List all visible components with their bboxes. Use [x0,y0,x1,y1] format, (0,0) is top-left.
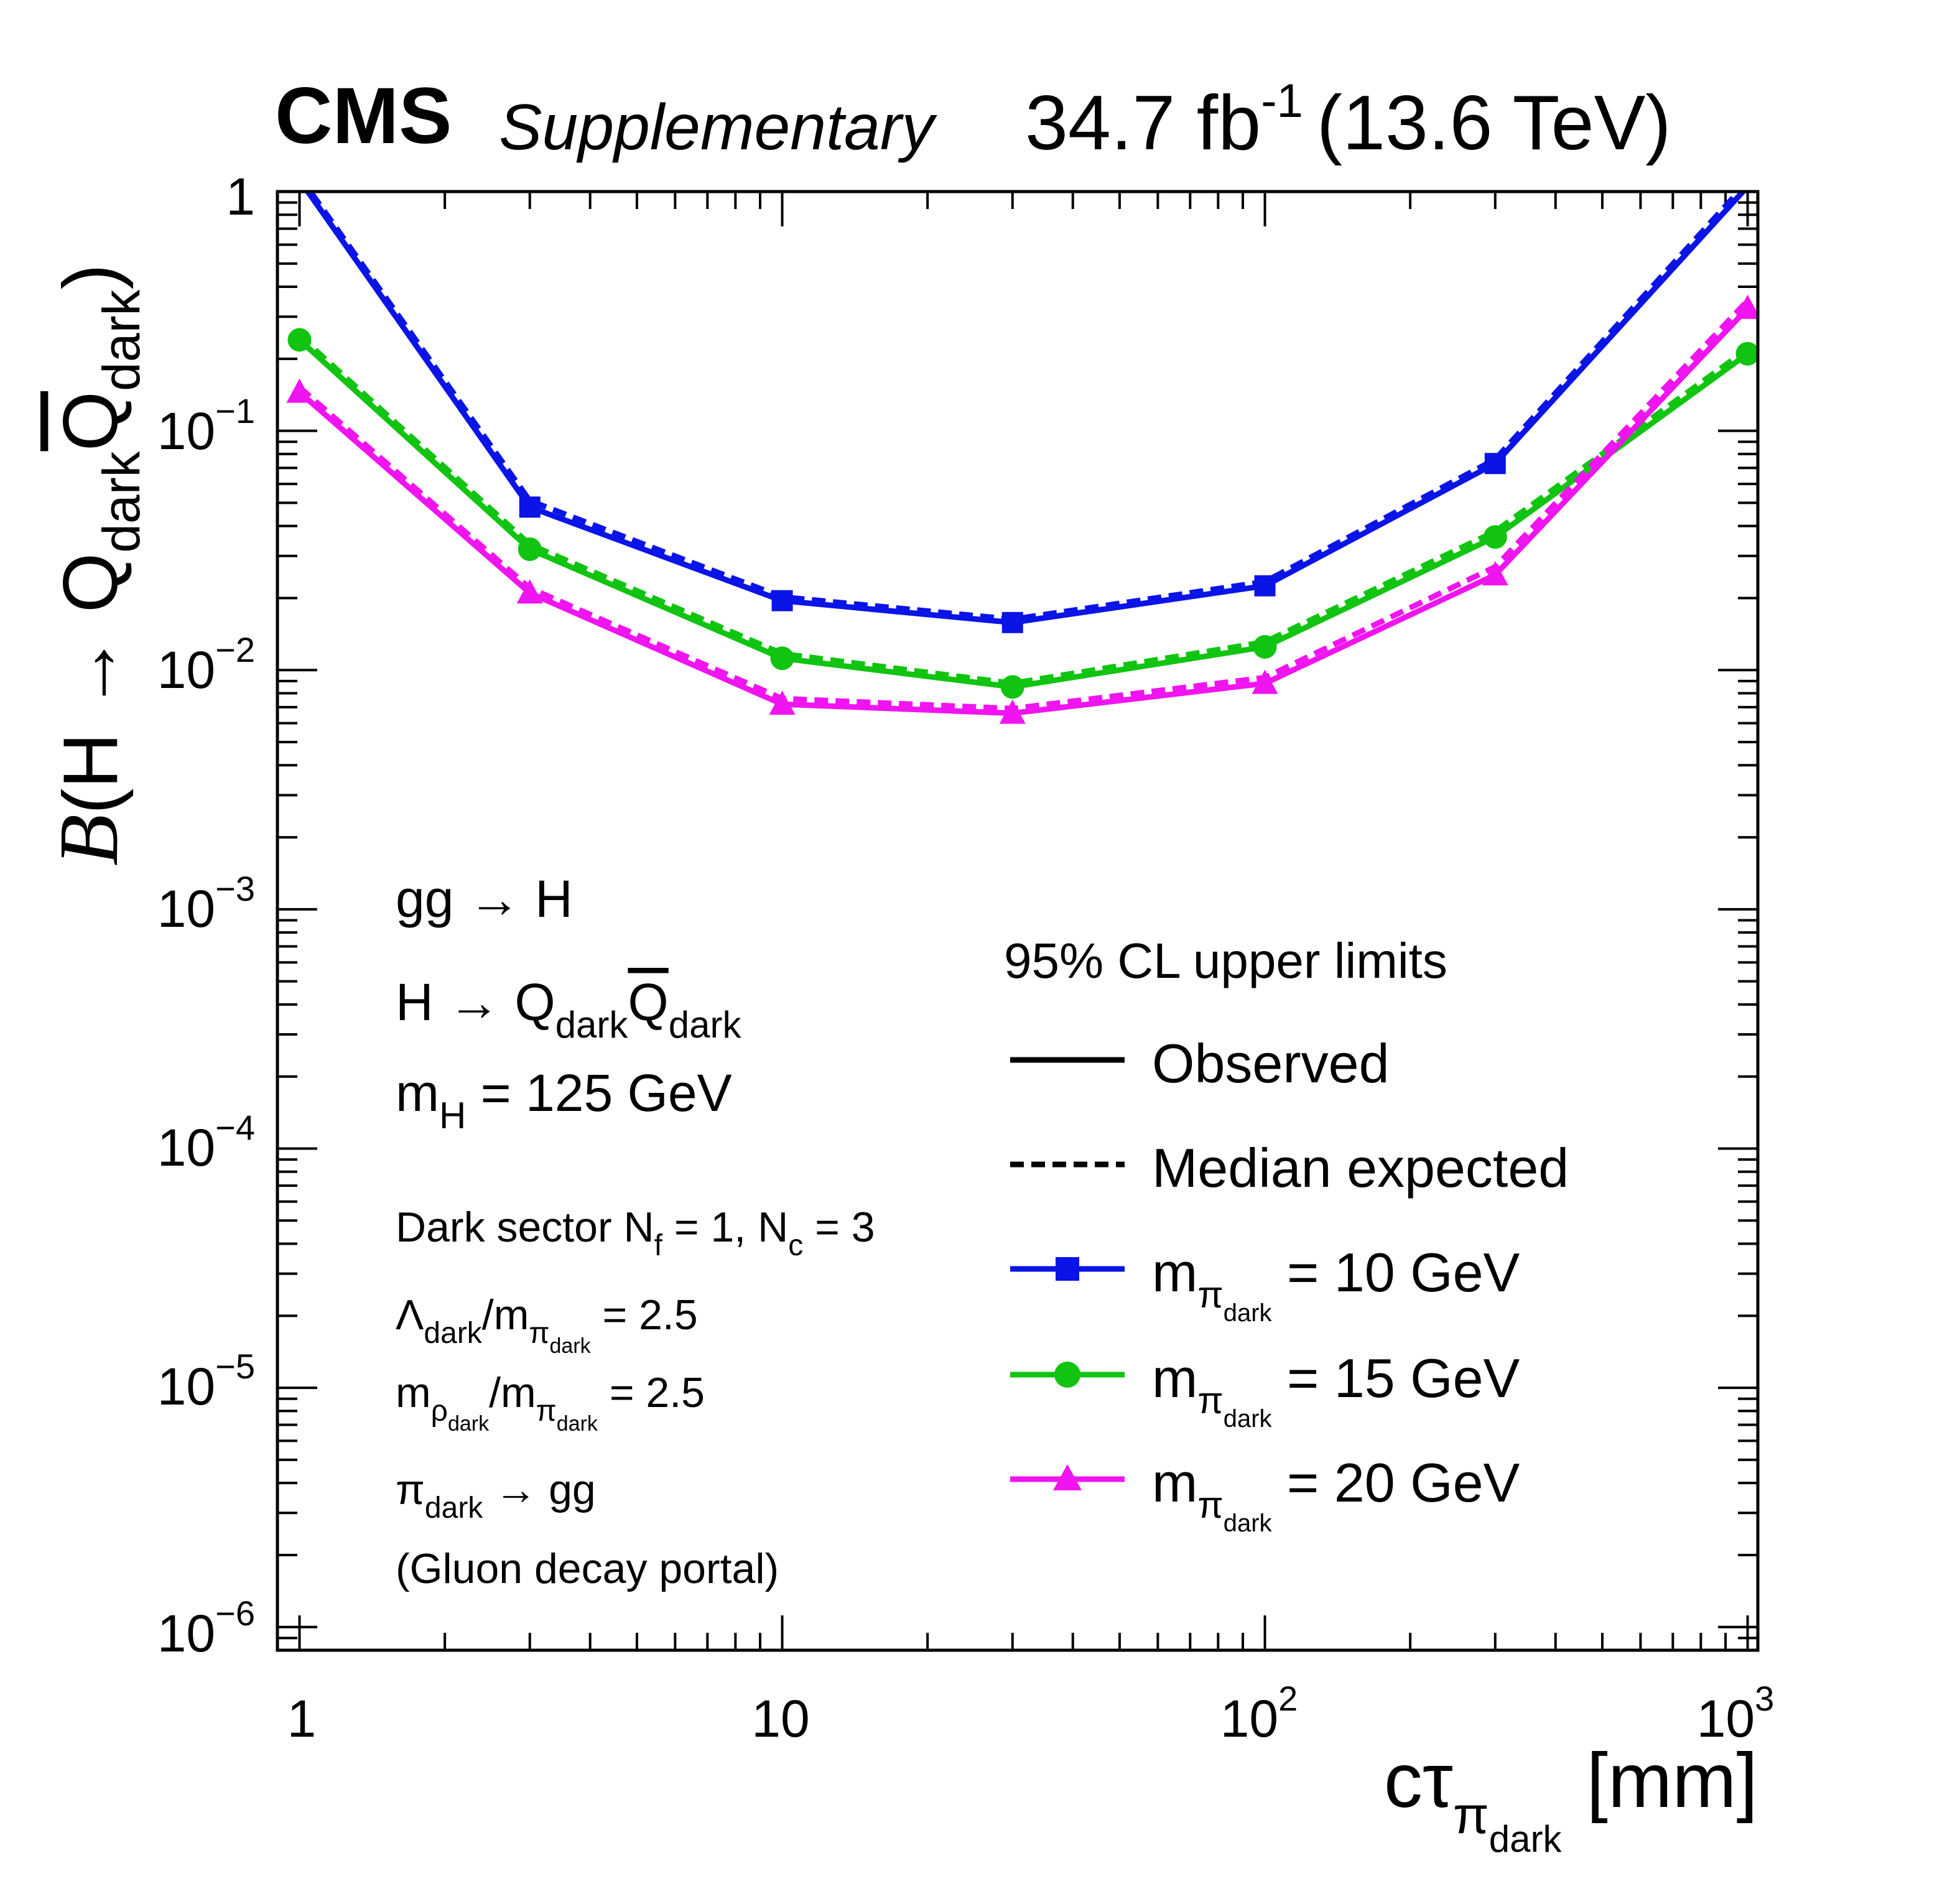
legend-expected-label: Median expected [1152,1137,1569,1199]
lumi-value: 34.7 fb [1025,80,1261,166]
observed-line-0 [304,192,1747,626]
series-2 [286,294,1758,724]
process-line-1: gg → H [396,870,573,928]
y-tick-label-4: 10−4 [157,1108,255,1177]
x-tick-label-10: 10 [751,1689,809,1748]
expected-line-0 [307,192,1743,623]
y-tick-label-0: 1 [226,167,255,226]
y-tick-label-2: 10−2 [157,630,255,699]
observed-point [287,328,312,352]
legend-m10-label: mπdark = 10 GeV [1152,1242,1520,1327]
decay-line: πdark → gg [396,1466,596,1525]
observed-point [1000,675,1024,699]
observed-point [999,699,1026,724]
process-line-3: mH = 125 GeV [396,1064,732,1136]
observed-point [1483,525,1507,549]
series-0 [304,192,1747,633]
series-1 [287,328,1758,699]
x-tick-labels: 1 10 102 103 [287,1679,1775,1748]
series-layer [286,192,1758,724]
axis-ticks [277,190,1758,1651]
observed-point [518,537,542,561]
observed-point [1482,561,1508,586]
y-tick-labels: 1 10−1 10−2 10−3 10−4 10−5 10−6 [157,167,255,1663]
process-info: gg → H H → QdarkQdark mH = 125 GeV Dark … [396,870,875,1592]
observed-point [769,690,796,715]
y-tick-label-6: 10−6 [157,1594,255,1663]
legend-entry-m15: mπdark = 15 GeV [1010,1347,1520,1433]
energy-label: (13.6 TeV) [1317,80,1671,166]
svg-text:B(H → QdarkQdark): B(H → QdarkQdark) [42,264,151,866]
header: CMS Supplementary 34.7 fb-1 (13.6 TeV) [275,72,1671,166]
observed-point [1484,453,1506,475]
observed-point [286,378,313,403]
observed-point [516,579,543,604]
cms-label: CMS [275,72,452,160]
observed-point [1735,341,1758,366]
legend-m10-marker [1056,1257,1079,1281]
status-label: Supplementary [499,91,938,164]
observed-point [1001,611,1023,633]
lumi-label: 34.7 fb-1 (13.6 TeV) [1025,75,1671,166]
x-tick-label-100: 102 [1220,1679,1298,1748]
y-tick-label-3: 10−3 [157,869,255,938]
y-tick-label-1: 10−1 [157,391,255,460]
x-axis-title: cτπdark[mm] [1384,1738,1758,1860]
legend-m20-label: mπdark = 20 GeV [1152,1452,1520,1537]
observed-point [1254,575,1276,597]
dark-sector-line: Dark sector Nf = 1, Nc = 3 [396,1204,875,1262]
observed-point [519,496,541,518]
observed-point [1734,294,1758,319]
legend-m20-marker [1053,1464,1082,1490]
plot-frame [276,190,1760,1652]
legend: 95% CL upper limits Observed Median expe… [1004,933,1569,1537]
legend-observed-label: Observed [1152,1033,1390,1094]
portal-line: (Gluon decay portal) [396,1545,779,1592]
y-axis-title: B(H → QdarkQdark) [42,264,151,866]
legend-m15-marker [1054,1362,1080,1388]
expected-line-2 [297,299,1750,712]
legend-entry-m10: mπdark = 10 GeV [1010,1242,1520,1327]
legend-m15-label: mπdark = 15 GeV [1152,1347,1520,1433]
rho-ratio-line: mρdark/mπdark = 2.5 [396,1369,705,1436]
y-tick-label-5: 10−5 [157,1347,255,1416]
x-tick-label-1000: 103 [1697,1679,1775,1748]
process-line-2: H → QdarkQdark [396,973,741,1046]
legend-entry-m20: mπdark = 20 GeV [1010,1452,1520,1537]
observed-point [770,646,794,671]
legend-title: 95% CL upper limits [1004,933,1447,988]
lambda-ratio-line: Λdark/mπdark = 2.5 [396,1291,698,1358]
observed-point [1253,634,1277,659]
observed-point [1252,669,1278,694]
lumi-exp: -1 [1261,75,1303,128]
observed-point [771,590,793,611]
x-tick-label-1: 1 [287,1689,317,1748]
observed-line-1 [297,338,1750,690]
